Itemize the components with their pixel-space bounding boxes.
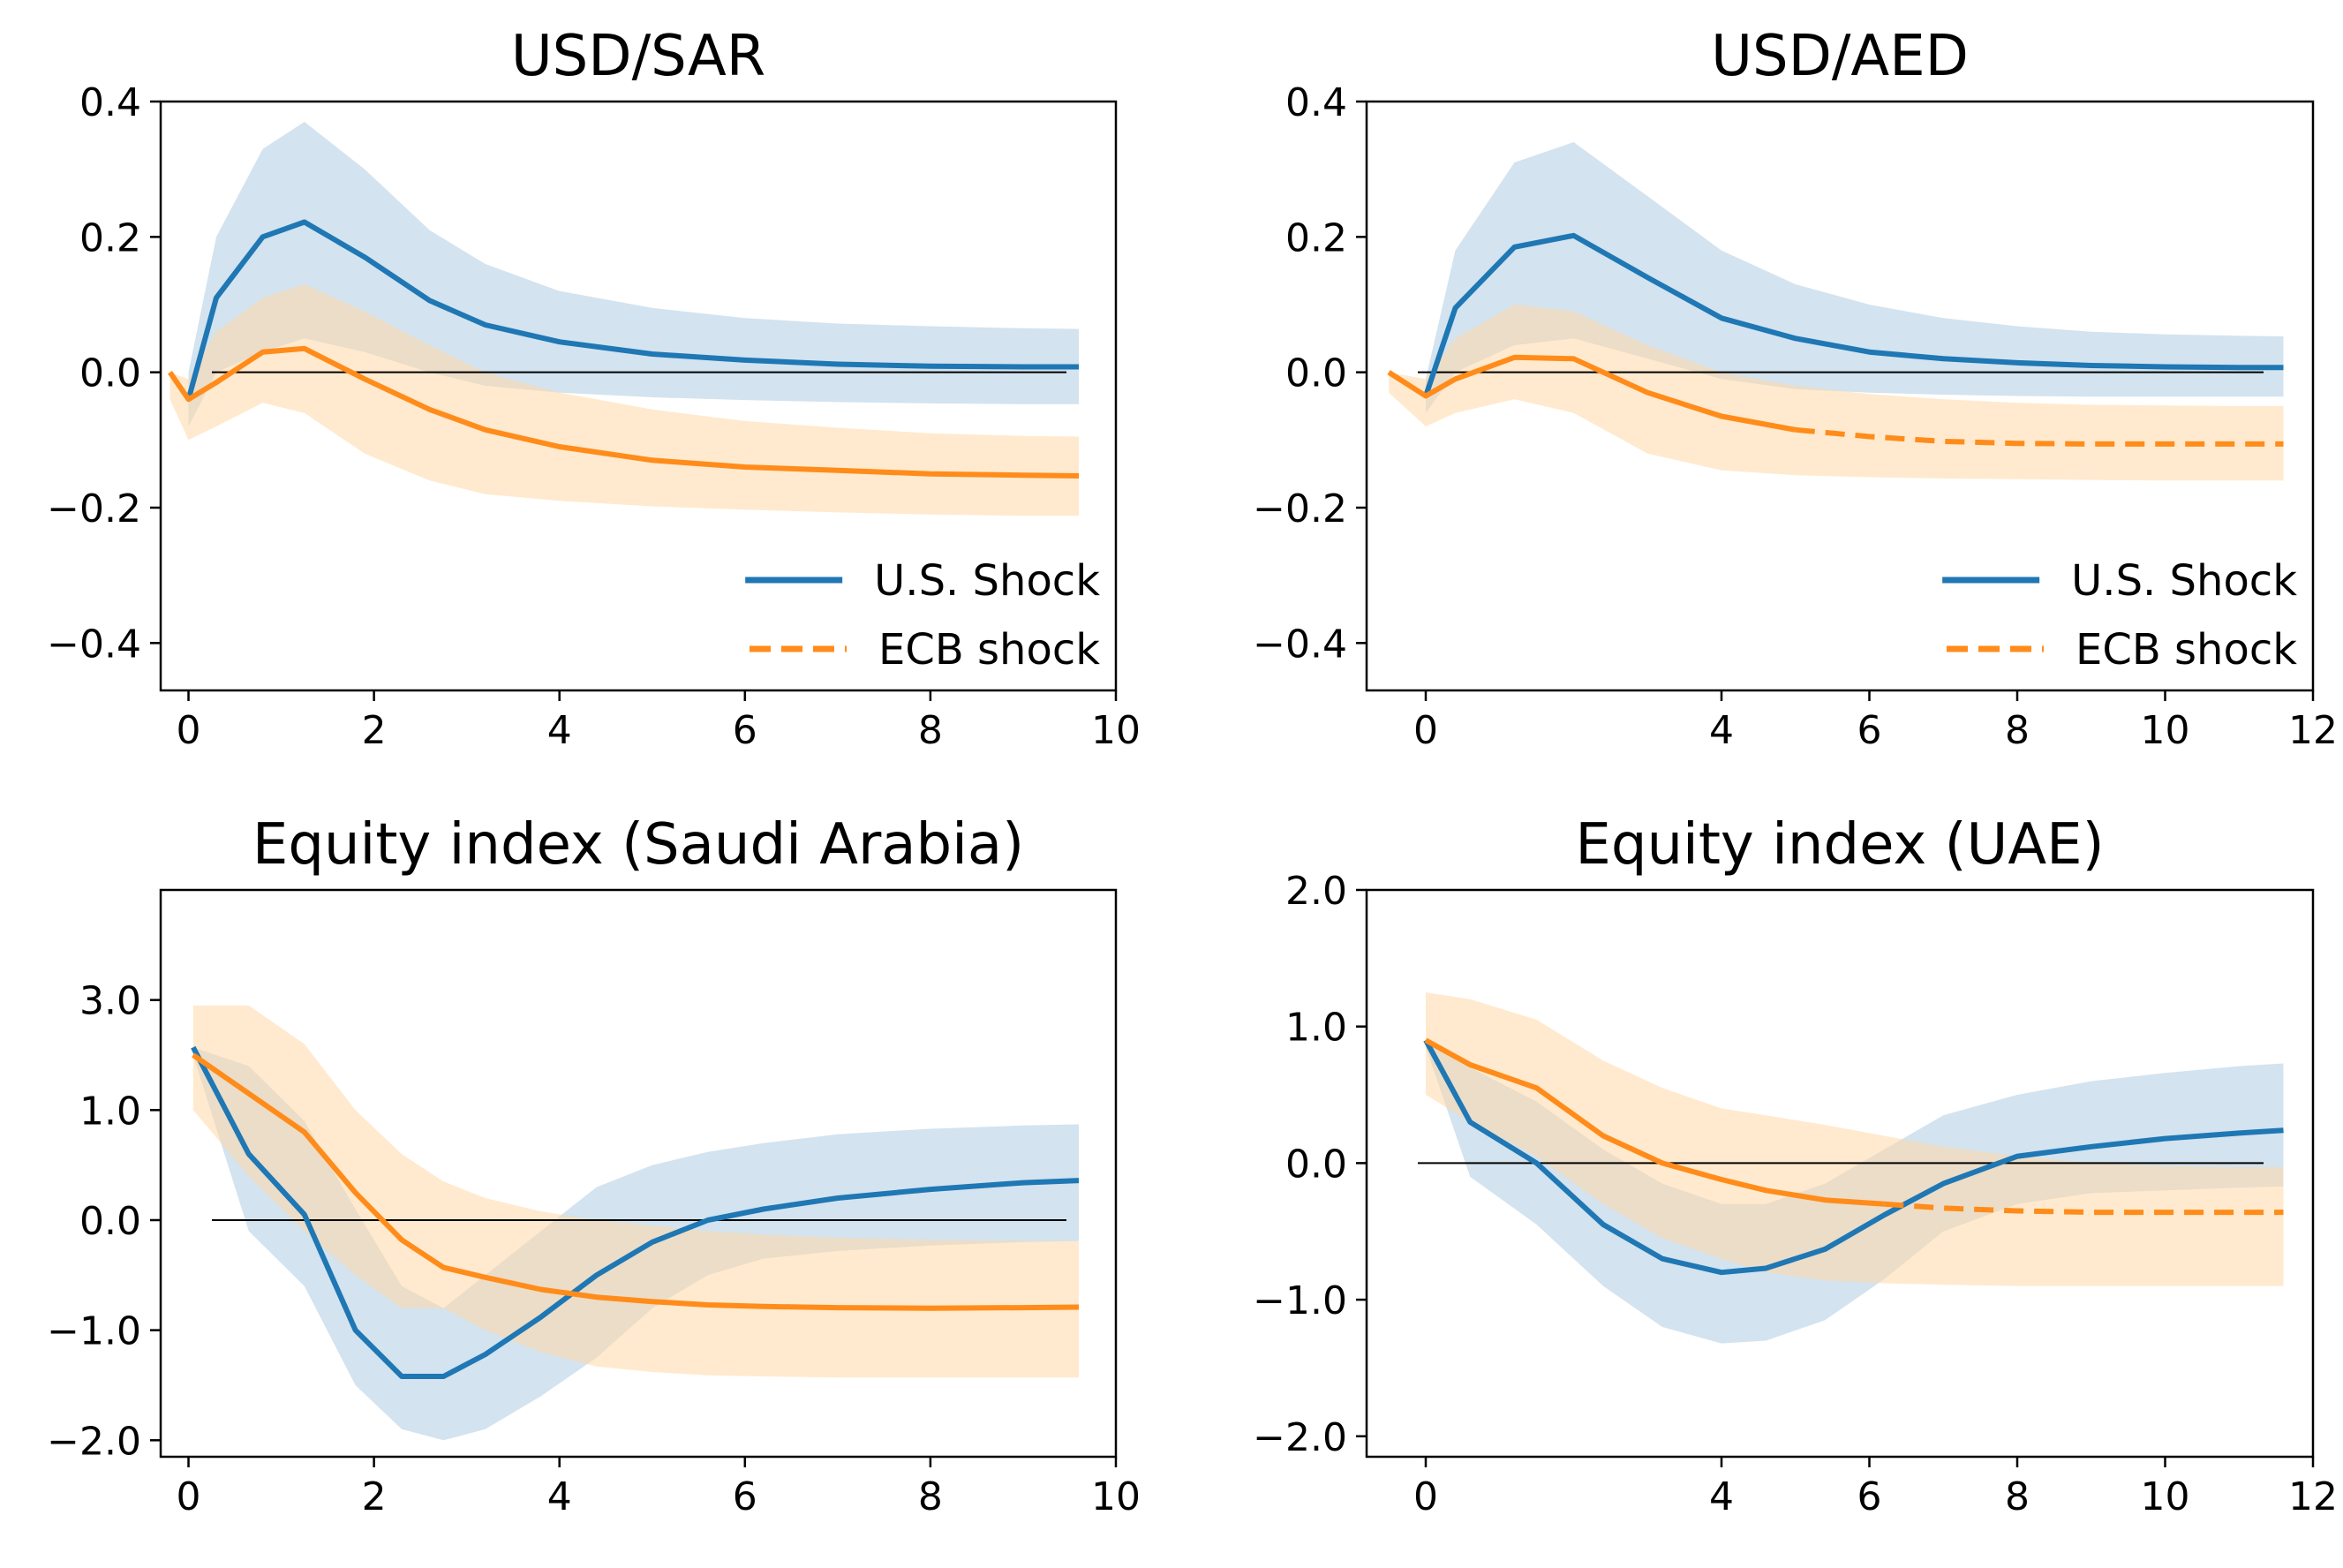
x-tick-label: 2 — [362, 1474, 387, 1519]
panel-2: USD/AED 0 4 6 8 10 12 0.4 0.2 0.0 −0.2 −0.4 U.S. Sho… — [1253, 24, 2338, 753]
ecb-series-line — [192, 1052, 1080, 1311]
x-tick-label: 0 — [177, 1474, 201, 1519]
y-tick-label: 2.0 — [1285, 869, 1347, 914]
us-series-line — [1423, 232, 2284, 397]
us-series-line — [191, 1045, 1080, 1379]
x-tick-label: 12 — [2288, 1474, 2338, 1519]
x-tick-label: 8 — [918, 1474, 943, 1519]
y-tick-label: 0.0 — [79, 351, 141, 396]
x-tick-label: 6 — [733, 1474, 757, 1519]
x-tick-label: 0 — [1413, 1474, 1438, 1519]
y-tick-label: 0.0 — [1285, 351, 1347, 396]
legend-label-us: U.S. Shock — [2071, 556, 2297, 606]
panel-4: Equity index (UAE) 0 4 6 8 10 12 2.0 1.0 0.0 −1.0 −… — [1253, 812, 2338, 1519]
x-tick-label: 12 — [2288, 708, 2338, 753]
legend: U.S. Shock ECB shock — [1942, 556, 2297, 675]
ecb-series-line-dashed — [1795, 426, 2284, 447]
x-tick-label: 4 — [1709, 708, 1734, 753]
y-tick-label: 0.2 — [1285, 215, 1347, 260]
y-tick-label: 0.0 — [1285, 1142, 1347, 1187]
y-tick-label: 0.4 — [79, 80, 141, 125]
x-tick-label: 6 — [1857, 708, 1882, 753]
panel-title: Equity index (Saudi Arabia) — [252, 812, 1024, 878]
axes-frame — [159, 888, 1118, 1459]
y-tick-label: −0.2 — [1253, 486, 1347, 531]
x-tick-label: 10 — [1091, 708, 1141, 753]
y-tick-label: −2.0 — [47, 1419, 141, 1464]
x-tick-label: 10 — [2141, 708, 2190, 753]
y-tick-label: −1.0 — [1253, 1278, 1347, 1323]
x-tick-label: 8 — [918, 708, 943, 753]
ecb-confidence-band — [170, 284, 1079, 516]
x-tick-label: 8 — [2005, 708, 2030, 753]
y-tick-label: 3.0 — [79, 979, 141, 1024]
y-tick-label: −0.2 — [47, 486, 141, 531]
panel-1: USD/SAR 0 2 4 6 8 10 0.4 0.2 0.0 −0.2 −0.4 U.S. Shoc… — [47, 24, 1141, 753]
legend: U.S. Shock ECB shock — [745, 556, 1100, 675]
y-tick-label: 0.2 — [79, 215, 141, 260]
ecb-confidence-band — [1389, 305, 2284, 481]
axes-frame — [1365, 100, 2315, 692]
x-tick-label: 2 — [362, 708, 387, 753]
ecb-confidence-band — [192, 1005, 1080, 1378]
panel-3: Equity index (Saudi Arabia) 0 2 4 6 8 10 3.0 1.0… — [47, 812, 1141, 1519]
ecb-series-line — [1387, 354, 1797, 433]
y-tick-label: −1.0 — [47, 1309, 141, 1354]
x-tick-label: 10 — [1091, 1474, 1141, 1519]
axes-frame — [1365, 888, 2315, 1459]
axes-frame — [159, 100, 1118, 692]
legend-label-ecb: ECB shock — [2076, 625, 2297, 675]
x-tick-label: 4 — [547, 708, 572, 753]
x-tick-label: 8 — [2005, 1474, 2030, 1519]
x-tick-label: 6 — [733, 708, 757, 753]
x-tick-label: 0 — [177, 708, 201, 753]
us-series-line — [185, 219, 1079, 401]
y-tick-label: 1.0 — [1285, 1006, 1347, 1051]
y-tick-label: 0.0 — [79, 1199, 141, 1244]
x-tick-label: 4 — [547, 1474, 572, 1519]
panel-title: USD/AED — [1711, 24, 1969, 89]
y-tick-label: 1.0 — [79, 1089, 141, 1134]
legend-label-ecb: ECB shock — [878, 625, 1100, 675]
y-tick-label: −0.4 — [1253, 622, 1347, 667]
y-tick-label: 0.4 — [1285, 80, 1347, 125]
panel-title: Equity index (UAE) — [1575, 812, 2104, 878]
legend-label-us: U.S. Shock — [874, 556, 1100, 606]
x-tick-label: 10 — [2141, 1474, 2190, 1519]
x-tick-label: 0 — [1413, 708, 1438, 753]
y-tick-label: −0.4 — [47, 622, 141, 667]
y-tick-label: −2.0 — [1253, 1415, 1347, 1460]
x-tick-label: 6 — [1857, 1474, 1882, 1519]
x-tick-label: 4 — [1709, 1474, 1734, 1519]
panel-title: USD/SAR — [511, 24, 765, 89]
